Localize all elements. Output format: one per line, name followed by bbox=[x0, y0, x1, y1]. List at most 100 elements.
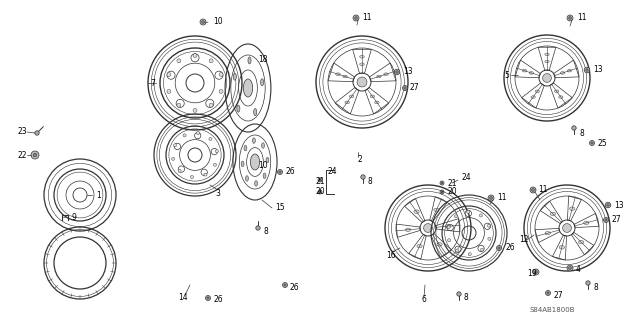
Circle shape bbox=[586, 69, 588, 71]
Text: 2: 2 bbox=[358, 155, 363, 165]
Ellipse shape bbox=[529, 72, 534, 74]
Circle shape bbox=[173, 144, 177, 147]
Ellipse shape bbox=[545, 60, 549, 63]
Circle shape bbox=[202, 21, 204, 23]
Text: 13: 13 bbox=[593, 65, 603, 75]
Circle shape bbox=[488, 195, 494, 201]
Circle shape bbox=[404, 87, 406, 89]
Ellipse shape bbox=[437, 243, 442, 246]
Text: 16: 16 bbox=[386, 250, 396, 259]
Circle shape bbox=[172, 157, 175, 160]
Circle shape bbox=[440, 181, 444, 185]
Circle shape bbox=[183, 134, 186, 137]
Circle shape bbox=[357, 77, 367, 87]
Circle shape bbox=[424, 224, 433, 233]
Ellipse shape bbox=[374, 101, 379, 104]
Ellipse shape bbox=[554, 90, 559, 93]
Text: 8: 8 bbox=[580, 129, 585, 137]
Text: 20: 20 bbox=[316, 188, 326, 197]
Ellipse shape bbox=[376, 75, 381, 78]
Circle shape bbox=[481, 248, 484, 251]
Circle shape bbox=[457, 292, 461, 296]
Ellipse shape bbox=[248, 57, 251, 64]
Text: 8: 8 bbox=[464, 293, 468, 302]
Circle shape bbox=[177, 103, 181, 107]
Text: 11: 11 bbox=[497, 194, 506, 203]
Text: 6: 6 bbox=[422, 295, 427, 305]
Circle shape bbox=[200, 19, 206, 25]
Ellipse shape bbox=[434, 208, 439, 211]
Circle shape bbox=[256, 226, 260, 230]
Ellipse shape bbox=[545, 232, 550, 235]
Ellipse shape bbox=[360, 63, 364, 66]
Ellipse shape bbox=[255, 181, 257, 186]
Ellipse shape bbox=[522, 70, 527, 72]
Ellipse shape bbox=[336, 73, 340, 76]
Text: 7: 7 bbox=[150, 78, 155, 87]
Circle shape bbox=[205, 295, 211, 300]
Circle shape bbox=[584, 67, 590, 73]
Circle shape bbox=[479, 214, 483, 217]
Circle shape bbox=[498, 247, 500, 249]
Circle shape bbox=[403, 85, 408, 91]
Ellipse shape bbox=[244, 145, 247, 151]
Text: 26: 26 bbox=[285, 167, 294, 176]
Ellipse shape bbox=[243, 79, 253, 97]
Circle shape bbox=[219, 90, 223, 93]
Text: 5: 5 bbox=[504, 70, 509, 79]
Circle shape bbox=[394, 69, 400, 75]
Circle shape bbox=[569, 17, 572, 19]
Ellipse shape bbox=[531, 96, 535, 98]
Circle shape bbox=[547, 292, 549, 294]
Circle shape bbox=[589, 140, 595, 145]
Circle shape bbox=[533, 269, 539, 275]
Circle shape bbox=[319, 191, 321, 193]
Circle shape bbox=[563, 224, 572, 233]
Text: 24: 24 bbox=[461, 174, 470, 182]
Circle shape bbox=[441, 182, 443, 184]
Circle shape bbox=[605, 202, 611, 208]
Ellipse shape bbox=[414, 210, 419, 213]
Text: 27: 27 bbox=[410, 84, 420, 93]
Circle shape bbox=[207, 297, 209, 299]
Circle shape bbox=[586, 281, 590, 285]
Circle shape bbox=[196, 131, 200, 135]
Circle shape bbox=[190, 175, 193, 179]
Circle shape bbox=[167, 72, 171, 77]
Circle shape bbox=[488, 237, 491, 241]
Circle shape bbox=[204, 173, 207, 176]
Ellipse shape bbox=[550, 212, 556, 216]
Ellipse shape bbox=[535, 90, 540, 93]
Text: 22: 22 bbox=[18, 151, 28, 160]
Ellipse shape bbox=[384, 73, 388, 76]
Circle shape bbox=[167, 90, 171, 93]
Text: 8: 8 bbox=[594, 283, 599, 292]
Text: 15: 15 bbox=[275, 204, 285, 212]
Text: 11: 11 bbox=[362, 13, 371, 23]
Circle shape bbox=[454, 215, 458, 218]
Ellipse shape bbox=[253, 108, 257, 115]
Circle shape bbox=[31, 151, 39, 159]
Circle shape bbox=[355, 17, 357, 19]
Ellipse shape bbox=[349, 95, 354, 98]
Circle shape bbox=[572, 126, 576, 130]
Circle shape bbox=[468, 253, 471, 256]
Circle shape bbox=[253, 162, 255, 164]
Circle shape bbox=[213, 163, 216, 166]
Text: 20: 20 bbox=[448, 188, 458, 197]
Circle shape bbox=[530, 187, 536, 193]
Ellipse shape bbox=[579, 241, 584, 244]
Circle shape bbox=[605, 219, 607, 221]
Text: 14: 14 bbox=[178, 293, 188, 302]
Circle shape bbox=[567, 15, 573, 21]
Circle shape bbox=[282, 283, 287, 287]
Text: 13: 13 bbox=[614, 201, 623, 210]
Text: 8: 8 bbox=[263, 227, 268, 236]
Circle shape bbox=[193, 54, 197, 58]
Ellipse shape bbox=[584, 221, 589, 225]
Ellipse shape bbox=[260, 79, 264, 86]
Circle shape bbox=[543, 74, 552, 82]
Ellipse shape bbox=[246, 176, 248, 181]
Circle shape bbox=[361, 175, 365, 179]
Text: 10: 10 bbox=[258, 160, 268, 169]
